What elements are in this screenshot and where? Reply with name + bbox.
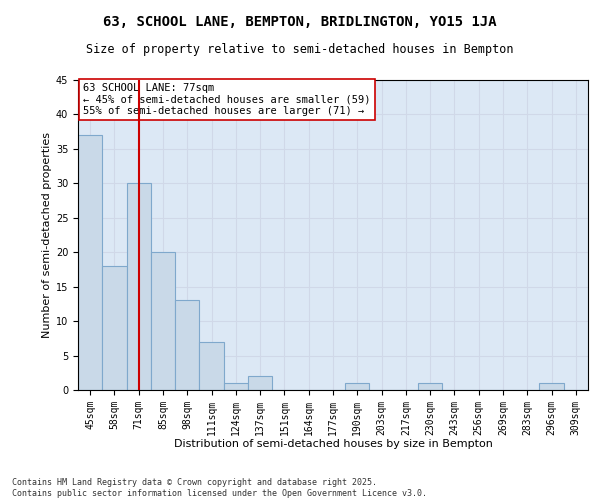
Bar: [175, 300, 199, 390]
Bar: [248, 376, 272, 390]
Bar: [199, 342, 224, 390]
Text: Contains HM Land Registry data © Crown copyright and database right 2025.
Contai: Contains HM Land Registry data © Crown c…: [12, 478, 427, 498]
Text: Size of property relative to semi-detached houses in Bempton: Size of property relative to semi-detach…: [86, 42, 514, 56]
Bar: [151, 252, 175, 390]
Bar: [224, 383, 248, 390]
Bar: [345, 383, 370, 390]
Text: 63, SCHOOL LANE, BEMPTON, BRIDLINGTON, YO15 1JA: 63, SCHOOL LANE, BEMPTON, BRIDLINGTON, Y…: [103, 15, 497, 29]
Bar: [418, 383, 442, 390]
Bar: [102, 266, 127, 390]
Y-axis label: Number of semi-detached properties: Number of semi-detached properties: [41, 132, 52, 338]
X-axis label: Distribution of semi-detached houses by size in Bempton: Distribution of semi-detached houses by …: [173, 439, 493, 449]
Text: 63 SCHOOL LANE: 77sqm
← 45% of semi-detached houses are smaller (59)
55% of semi: 63 SCHOOL LANE: 77sqm ← 45% of semi-deta…: [83, 83, 371, 116]
Bar: [78, 135, 102, 390]
Bar: [539, 383, 564, 390]
Bar: [127, 184, 151, 390]
